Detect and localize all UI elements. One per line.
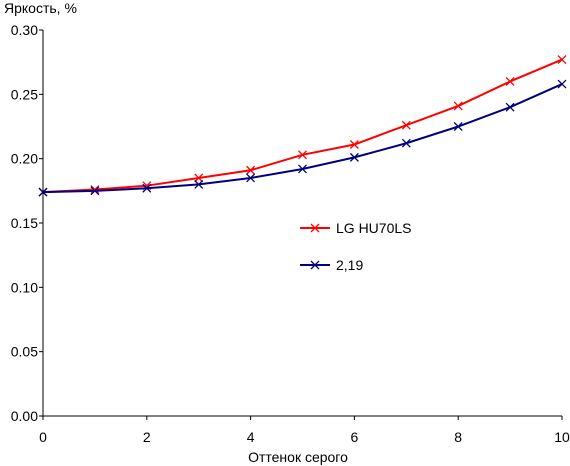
data-point xyxy=(90,185,100,195)
series-1 xyxy=(38,55,567,197)
y-tick-label: 0.15 xyxy=(11,215,38,231)
data-point xyxy=(557,55,567,65)
y-axis-label: Яркость, % xyxy=(4,0,77,16)
data-point xyxy=(246,173,256,183)
y-tick-label: 0.30 xyxy=(11,22,38,38)
y-tick-label: 0.10 xyxy=(11,279,38,295)
series-line xyxy=(42,58,563,194)
x-tick-label: 10 xyxy=(554,429,570,445)
data-point xyxy=(349,140,359,149)
x-tick-label: 0 xyxy=(39,429,47,445)
data-point xyxy=(142,183,152,193)
x-axis-label: Оттенок серого xyxy=(248,449,348,465)
data-point xyxy=(194,173,204,183)
x-tick-label: 2 xyxy=(143,429,151,445)
data-point xyxy=(401,138,411,148)
series-line xyxy=(42,83,563,194)
legend-label: 2,19 xyxy=(336,257,363,273)
data-point xyxy=(505,77,515,86)
legend-item: 2,19 xyxy=(300,257,363,273)
y-tick-label: 0.00 xyxy=(11,408,38,424)
y-tick-label: 0.05 xyxy=(11,344,38,360)
legend-item: LG HU70LS xyxy=(300,220,411,236)
data-point xyxy=(90,186,100,196)
x-tick-label: 8 xyxy=(454,429,462,445)
axes xyxy=(39,29,563,420)
legend-marker xyxy=(310,260,320,270)
data-point xyxy=(557,79,567,89)
data-point xyxy=(194,179,204,189)
legend: LG HU70LS 2,19 xyxy=(300,220,411,273)
series-group xyxy=(38,55,567,197)
data-point xyxy=(349,152,359,162)
x-tick-label: 6 xyxy=(351,429,359,445)
data-point xyxy=(453,122,463,131)
data-point xyxy=(246,165,256,175)
data-point xyxy=(298,164,307,174)
y-tick-label: 0.25 xyxy=(11,86,38,102)
data-point xyxy=(298,150,307,160)
x-tick-label: 4 xyxy=(247,429,255,445)
legend-marker xyxy=(310,223,320,233)
data-point xyxy=(38,187,48,197)
data-point xyxy=(401,120,411,130)
data-point xyxy=(453,101,463,111)
tick-labels: 0.00 0.05 0.10 0.15 0.20 0.25 0.30 0 2 4 6 8 10 xyxy=(11,22,570,445)
y-tick-label: 0.20 xyxy=(11,151,38,167)
legend-label: LG HU70LS xyxy=(336,220,411,236)
data-point xyxy=(505,102,515,112)
series-2 xyxy=(38,79,567,197)
